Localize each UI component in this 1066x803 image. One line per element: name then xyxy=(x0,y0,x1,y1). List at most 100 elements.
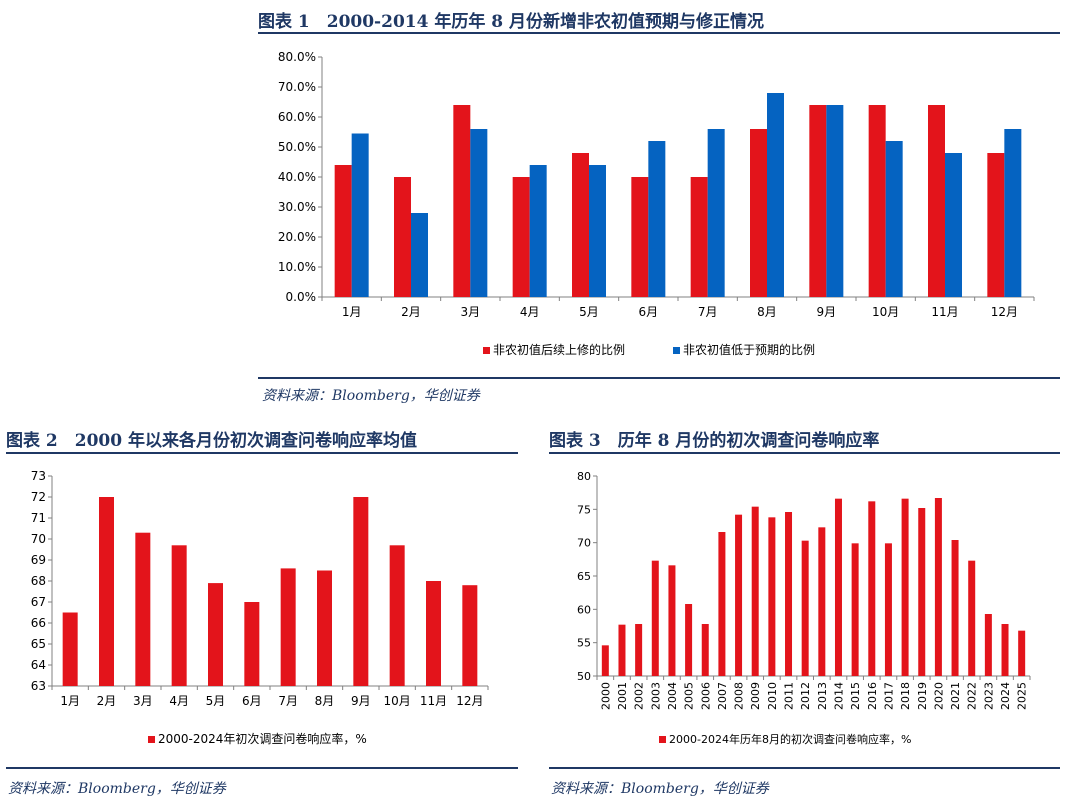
chart3-bar xyxy=(901,498,909,676)
figure-3-title: 图表 3 历年 8 月份的初次调查问卷响应率 xyxy=(549,431,880,451)
chart3-y-tick-label: 70 xyxy=(577,537,591,550)
chart3-bar xyxy=(884,543,892,676)
figure-2-title: 图表 2 2000 年以来各月份初次调查问卷响应率均值 xyxy=(6,431,417,451)
chart2-y-tick-label: 64 xyxy=(31,658,46,672)
chart1-bar xyxy=(1004,129,1022,297)
chart1-x-tick-label: 3月 xyxy=(461,305,481,319)
chart1-y-tick-label: 0.0% xyxy=(286,290,317,304)
chart3-bar xyxy=(635,624,643,676)
chart2-x-tick-label: 2月 xyxy=(97,694,117,708)
chart1-bar xyxy=(631,177,649,297)
figure-2-source: 资料来源：Bloomberg，华创证券 xyxy=(8,781,226,797)
chart3-bar xyxy=(834,498,842,676)
chart2-x-tick-label: 1月 xyxy=(60,694,80,708)
chart1-bar xyxy=(453,105,471,297)
chart3-x-tick-label: 2009 xyxy=(749,682,762,710)
chart1-bar xyxy=(987,153,1005,297)
chart1-x-tick-label: 7月 xyxy=(698,305,718,319)
chart3-y-tick-label: 80 xyxy=(577,470,591,483)
chart2-legend-label: 2000-2024年初次调查问卷响应率，% xyxy=(158,731,367,746)
chart1-bar xyxy=(334,165,352,297)
figure-1-source: 资料来源：Bloomberg，华创证券 xyxy=(262,388,480,404)
chart3-y-tick-label: 65 xyxy=(577,570,591,583)
chart1-legend-label: 非农初值低于预期的比例 xyxy=(683,342,815,357)
chart1-bar xyxy=(690,177,708,297)
chart1-y-tick-label: 40.0% xyxy=(278,170,316,184)
chart1-bar xyxy=(750,129,767,297)
chart2-y-tick-label: 68 xyxy=(31,574,46,588)
chart3-x-tick-label: 2017 xyxy=(882,682,895,710)
chart3-bar xyxy=(1001,624,1009,676)
chart2-x-tick-label: 7月 xyxy=(278,694,298,708)
chart3-bar xyxy=(701,624,709,676)
figure-2-bottom-rule xyxy=(6,767,518,769)
chart2-y-tick-label: 71 xyxy=(31,511,46,525)
chart1-y-tick-label: 30.0% xyxy=(278,200,316,214)
chart3-x-tick-label: 2003 xyxy=(649,682,662,710)
figure-2-top-rule xyxy=(6,452,518,454)
chart3-legend-swatch xyxy=(659,736,666,743)
chart1-legend-label: 非农初值后续上修的比例 xyxy=(493,342,625,357)
chart1-x-tick-label: 11月 xyxy=(931,305,958,319)
chart3-bar xyxy=(735,514,743,676)
chart2-bar xyxy=(244,602,260,686)
chart1-x-tick-label: 9月 xyxy=(817,305,837,319)
chart3-bar xyxy=(601,645,609,676)
chart2-x-tick-label: 4月 xyxy=(169,694,189,708)
chart3-x-tick-label: 2023 xyxy=(982,682,995,710)
chart2-bar xyxy=(353,497,369,686)
chart1-y-tick-label: 60.0% xyxy=(278,110,316,124)
chart2-x-tick-label: 11月 xyxy=(420,694,447,708)
chart3-x-tick-label: 2001 xyxy=(616,682,629,710)
chart1-x-tick-label: 4月 xyxy=(520,305,540,319)
chart2-bar xyxy=(171,545,187,686)
chart1-bar xyxy=(470,129,488,297)
chart1-bar xyxy=(868,105,886,297)
chart3-x-tick-label: 2000 xyxy=(599,682,612,710)
chart3-y-tick-label: 60 xyxy=(577,603,591,616)
chart3-x-tick-label: 2018 xyxy=(899,682,912,710)
chart1-x-tick-label: 10月 xyxy=(872,305,899,319)
chart3-x-tick-label: 2016 xyxy=(866,682,879,710)
chart2-x-tick-label: 10月 xyxy=(384,694,411,708)
chart2-y-tick-label: 63 xyxy=(31,679,46,693)
chart3-x-tick-label: 2021 xyxy=(949,682,962,710)
chart3-x-tick-label: 2011 xyxy=(783,682,796,710)
chart3-bar xyxy=(618,624,626,676)
chart1-bar xyxy=(945,153,962,297)
chart3-bar xyxy=(951,540,959,676)
chart2-bar xyxy=(280,568,296,686)
chart1-bar xyxy=(589,165,606,297)
chart2-bar xyxy=(135,532,151,686)
chart3-x-tick-label: 2006 xyxy=(699,682,712,710)
chart3-bar xyxy=(668,565,676,676)
chart2-legend-swatch xyxy=(148,736,155,743)
chart2-y-tick-label: 70 xyxy=(31,532,46,546)
chart1-bar xyxy=(512,177,530,297)
chart1-bar xyxy=(809,105,827,297)
chart2-y-tick-label: 73 xyxy=(31,469,46,483)
chart2-bar xyxy=(389,545,405,686)
chart3-x-tick-label: 2013 xyxy=(816,682,829,710)
chart1-x-tick-label: 1月 xyxy=(342,305,362,319)
chart1-y-tick-label: 70.0% xyxy=(278,80,316,94)
chart2-y-tick-label: 67 xyxy=(31,595,46,609)
chart1-legend-swatch xyxy=(673,347,680,354)
chart2-bar xyxy=(462,585,478,686)
figure-1-bottom-rule xyxy=(258,377,1060,379)
chart1-legend-swatch xyxy=(483,347,490,354)
chart2-bar xyxy=(317,570,332,686)
chart3-x-tick-label: 2008 xyxy=(733,682,746,710)
chart1-bar xyxy=(885,141,903,297)
chart3-x-tick-label: 2024 xyxy=(999,682,1012,710)
chart1-bar xyxy=(648,141,666,297)
chart3-bar xyxy=(768,517,776,676)
figure-1-top-rule xyxy=(258,32,1060,34)
figure-3-source: 资料来源：Bloomberg，华创证券 xyxy=(551,781,769,797)
chart3-bar xyxy=(918,508,926,676)
chart3-bar xyxy=(651,560,659,676)
chart1-y-tick-label: 10.0% xyxy=(278,260,316,274)
chart2-x-tick-label: 5月 xyxy=(206,694,226,708)
chart3-bar xyxy=(1018,630,1026,676)
chart1-bar xyxy=(529,165,547,297)
